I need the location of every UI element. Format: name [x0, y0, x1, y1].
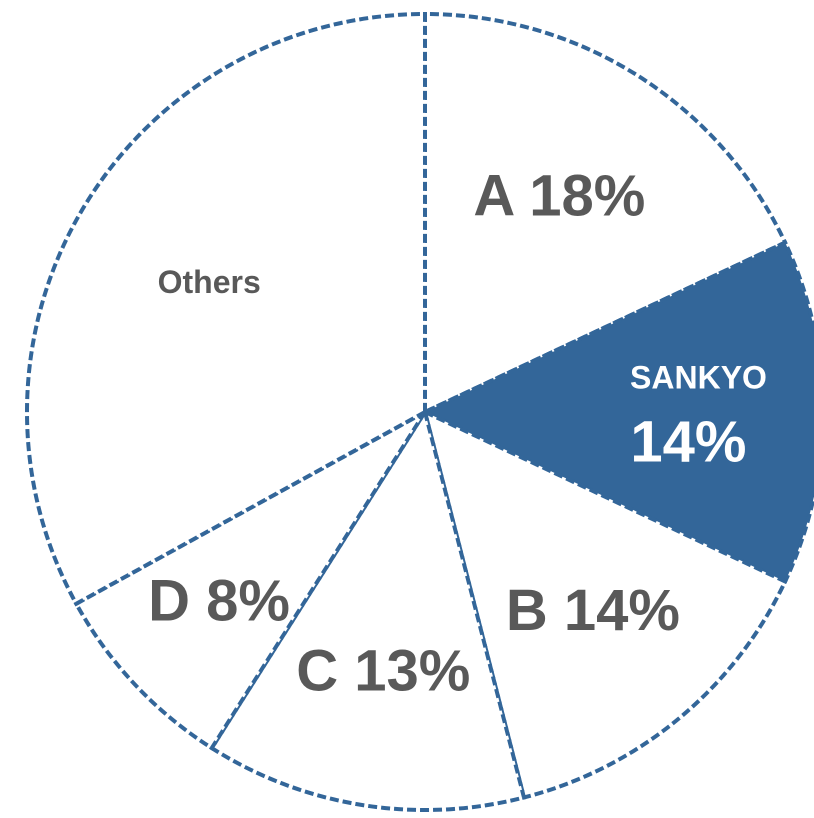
category-name: D: [148, 569, 190, 634]
slice-label: Others: [158, 264, 261, 300]
category-name: B: [506, 578, 548, 643]
slice-label: SANKYO: [630, 359, 767, 395]
category-name: A: [473, 164, 514, 229]
slice-label: B 14%: [506, 578, 680, 643]
slice-label: D 8%: [148, 569, 290, 634]
pie-slice: [422, 408, 788, 800]
pie-slice: [73, 410, 427, 751]
value-label: 14%: [564, 578, 680, 643]
pie-slice: [420, 239, 814, 585]
pie-slice: [208, 407, 527, 812]
slice-label: C 13%: [296, 639, 470, 704]
value-label: 14%: [630, 409, 746, 474]
pie-slice: [25, 11, 427, 607]
value-label: 8%: [206, 569, 290, 634]
category-name: C: [296, 639, 338, 704]
value-label: 18%: [529, 164, 645, 229]
value-label: 13%: [354, 639, 470, 704]
pie-slice: [423, 11, 788, 416]
slice-label: A 18%: [473, 164, 645, 229]
